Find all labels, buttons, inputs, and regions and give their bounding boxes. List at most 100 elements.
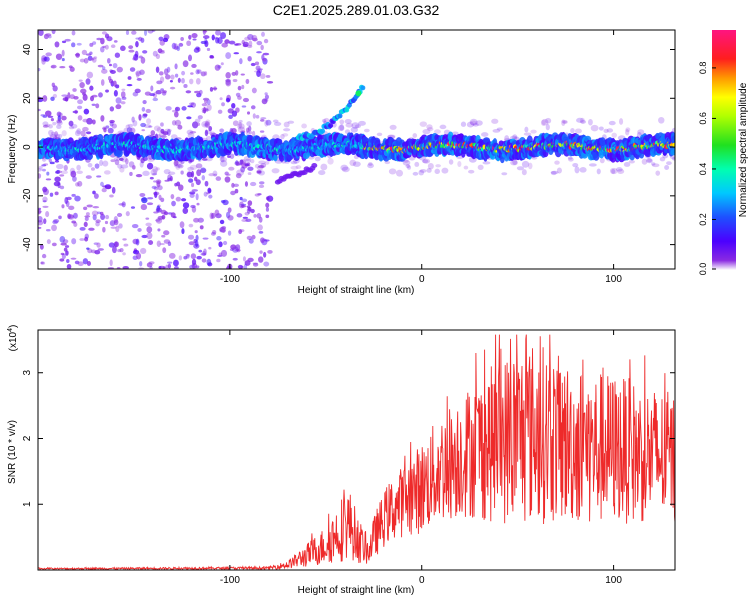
heatmap-cell — [195, 78, 201, 85]
heatmap-cell — [358, 120, 366, 126]
heatmap-cell — [174, 164, 182, 168]
heatmap-cell — [219, 128, 224, 134]
heatmap-cell — [170, 134, 178, 139]
heatmap-cell — [251, 234, 256, 240]
heatmap-cell — [131, 116, 135, 123]
heatmap-cell — [554, 160, 560, 165]
heatmap-cell — [120, 101, 126, 105]
heatmap-cell — [260, 162, 267, 168]
heatmap-cell — [38, 220, 44, 226]
heatmap-cell — [85, 78, 91, 85]
heatmap-cell — [69, 66, 75, 72]
heatmap-cell — [242, 41, 249, 47]
heatmap-cell — [74, 130, 81, 137]
heatmap-cell — [524, 126, 529, 133]
heatmap-cell — [225, 97, 231, 103]
heatmap-cell — [79, 58, 85, 63]
heatmap-cell — [178, 42, 184, 47]
heatmap-cell — [38, 215, 43, 223]
heatmap-cell — [90, 58, 95, 61]
heatmap-cell — [141, 234, 148, 239]
heatmap-cell — [492, 128, 501, 133]
heatmap-cell — [84, 216, 89, 222]
heatmap-cell — [402, 159, 411, 166]
heatmap-cell — [341, 166, 350, 173]
heatmap-cell — [191, 182, 195, 188]
heatmap-cell — [250, 159, 255, 164]
heatmap-cell — [151, 185, 157, 189]
heatmap-cell — [80, 88, 87, 94]
heatmap-cell — [576, 117, 584, 123]
heatmap-cell — [59, 185, 65, 190]
heatmap-cell — [188, 34, 192, 40]
heatmap-cell — [202, 30, 208, 33]
heatmap-cell — [132, 120, 138, 127]
heatmap-cell — [192, 38, 197, 41]
heatmap-cell — [45, 178, 52, 181]
heatmap-cell — [596, 168, 601, 175]
heatmap-cell — [179, 221, 185, 229]
heatmap-cell — [143, 124, 152, 129]
heatmap-cell — [263, 38, 269, 44]
heatmap-cell — [84, 215, 91, 218]
heatmap-cell — [100, 181, 104, 187]
heatmap-cell — [241, 198, 248, 203]
heatmap-cell — [590, 124, 599, 132]
heatmap-cell — [204, 129, 209, 137]
heatmap-cell — [234, 188, 239, 194]
heatmap-cell — [190, 204, 196, 209]
heatmap-cell — [121, 88, 126, 91]
heatmap-cell — [56, 119, 63, 124]
heatmap-cell — [221, 102, 225, 107]
heatmap-cell — [136, 77, 142, 81]
heatmap-cell — [260, 117, 267, 120]
heatmap-cell — [422, 159, 429, 164]
heatmap-cell — [56, 111, 62, 117]
heatmap-cell — [521, 160, 530, 168]
heatmap-cell — [186, 129, 194, 135]
heatmap-cell — [250, 62, 256, 67]
heatmap-cell — [196, 202, 200, 206]
heatmap-cell — [42, 115, 48, 118]
heatmap-cell — [427, 127, 434, 132]
heatmap-cell — [146, 118, 152, 125]
heatmap-cell — [96, 175, 102, 178]
heatmap-cell — [221, 42, 228, 48]
heatmap-cell — [246, 121, 252, 127]
heatmap-cell — [152, 97, 159, 102]
heatmap-cell — [247, 111, 251, 115]
heatmap-cell — [672, 156, 675, 161]
heatmap-cell — [239, 196, 243, 201]
heatmap-cell — [102, 160, 109, 167]
heatmap-cell — [142, 99, 147, 105]
heatmap-cell — [76, 42, 82, 46]
heatmap-cell — [109, 69, 113, 73]
heatmap-cell — [233, 183, 239, 188]
heatmap-cell — [119, 166, 125, 173]
heatmap-cell — [246, 205, 251, 209]
heatmap-cell — [61, 58, 65, 62]
heatmap-cell — [241, 159, 246, 165]
heatmap-cell — [122, 238, 127, 241]
heatmap-cell — [110, 226, 117, 229]
heatmap-cell — [196, 92, 202, 98]
heatmap-cell — [256, 169, 262, 175]
heatmap-cell — [40, 114, 46, 117]
heatmap-cell — [113, 216, 118, 223]
heatmap-cell — [258, 160, 266, 165]
heatmap-cell — [54, 131, 59, 138]
heatmap-cell — [175, 196, 182, 202]
heatmap-cell — [419, 121, 428, 127]
heatmap-cell — [153, 180, 157, 183]
heatmap-cell — [61, 204, 65, 209]
heatmap-cell — [322, 118, 327, 123]
heatmap-cell — [98, 92, 103, 98]
heatmap-cell — [84, 233, 89, 239]
heatmap-cell — [232, 257, 238, 261]
heatmap-cell — [240, 73, 245, 76]
heatmap-cell — [214, 209, 220, 216]
heatmap-cell — [574, 166, 580, 174]
heatmap-cell — [468, 169, 475, 174]
snr-x-tick-label: 100 — [605, 575, 622, 586]
heatmap-cell — [260, 119, 265, 122]
